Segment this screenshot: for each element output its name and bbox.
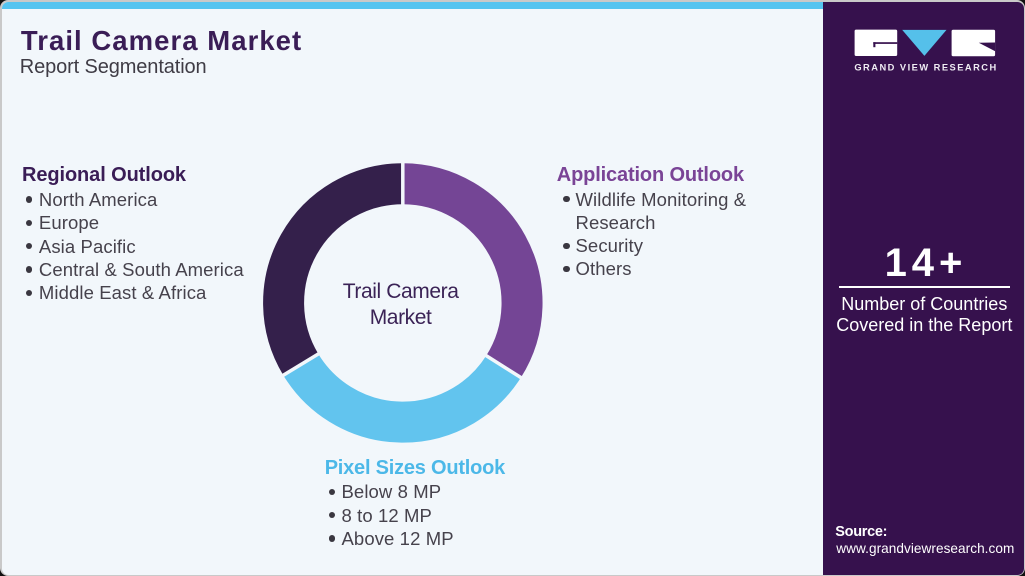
svg-text:GRAND VIEW RESEARCH: GRAND VIEW RESEARCH — [854, 62, 997, 72]
